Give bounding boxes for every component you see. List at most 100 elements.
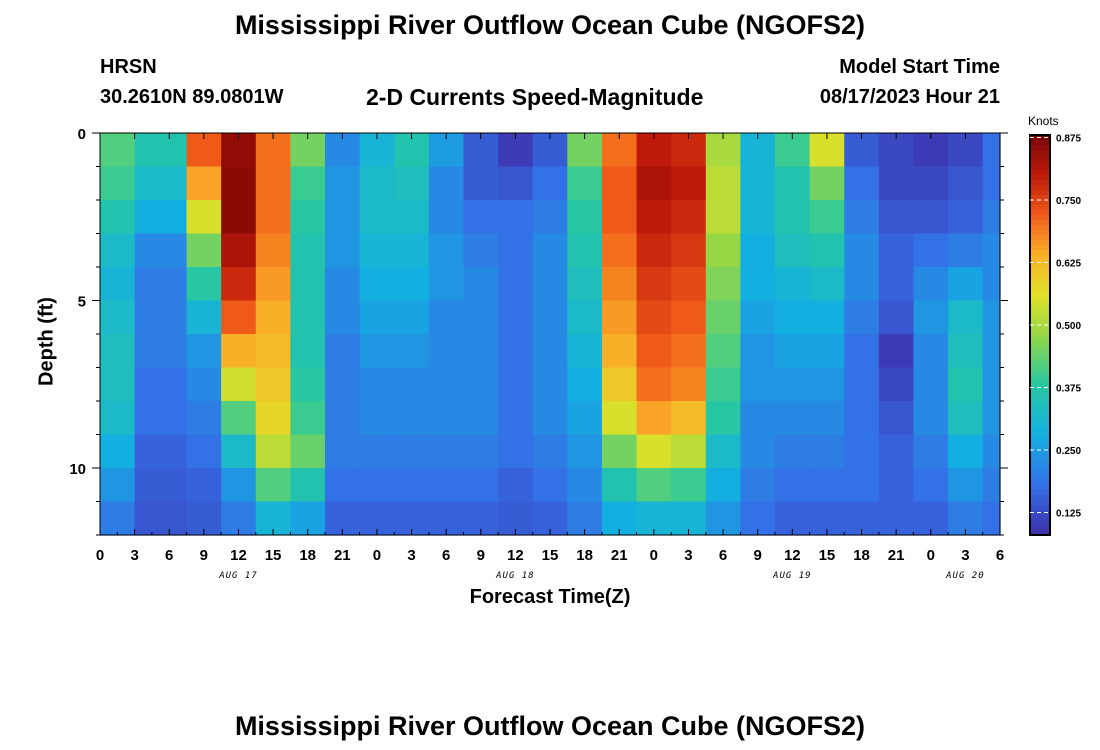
heatmap-cell xyxy=(428,267,465,302)
colorbar-swatch xyxy=(1030,310,1050,316)
heatmap-cell xyxy=(913,434,949,469)
heatmap-cell xyxy=(740,300,776,335)
heatmap-cell xyxy=(134,334,188,369)
heatmap-cell xyxy=(532,468,568,503)
heatmap-cell xyxy=(567,166,603,201)
heatmap-cell xyxy=(809,300,845,335)
x-tick-label: 0 xyxy=(650,547,658,564)
colorbar-swatch xyxy=(1030,315,1050,321)
heatmap-cell xyxy=(809,468,845,503)
heatmap-cell xyxy=(671,300,707,335)
heatmap-cell xyxy=(636,300,672,335)
colorbar-swatch xyxy=(1030,455,1050,461)
heatmap-cell xyxy=(740,200,776,235)
x-tick-label: 21 xyxy=(888,547,905,564)
heatmap-cell xyxy=(428,233,465,268)
heatmap-cell xyxy=(325,267,361,302)
heatmap-cell xyxy=(221,267,257,302)
heatmap-cell xyxy=(463,468,499,503)
heatmap-cell xyxy=(498,233,534,268)
heatmap-cell xyxy=(394,401,430,436)
heatmap-cell xyxy=(878,267,915,302)
colorbar-tick-label: 0.375 xyxy=(1056,384,1081,395)
heatmap-cell xyxy=(255,468,291,503)
heatmap-cell xyxy=(186,166,222,201)
heatmap-cell xyxy=(100,434,136,469)
heatmap-cell xyxy=(844,200,880,235)
heatmap-cell xyxy=(428,434,465,469)
colorbar-swatch xyxy=(1030,250,1050,256)
heatmap-cell xyxy=(636,334,672,369)
x-tick-label: 3 xyxy=(961,547,969,564)
heatmap-cell xyxy=(844,233,880,268)
heatmap-cell xyxy=(948,367,984,402)
heatmap-cell xyxy=(948,334,984,369)
heatmap-cell xyxy=(740,367,776,402)
colorbar-swatch xyxy=(1030,405,1050,411)
heatmap-cell xyxy=(567,334,603,369)
colorbar-swatch xyxy=(1030,345,1050,351)
colorbar-swatch xyxy=(1030,360,1050,366)
heatmap-cell xyxy=(740,334,776,369)
heatmap-cell xyxy=(809,434,845,469)
x-axis: 0 3 6 9 12 15 18 21 0 3 6 9 12 15 18 21 0 3 6 9 12 15 18 21 0 3 6 A… xyxy=(96,133,1004,581)
heatmap-cell xyxy=(100,367,136,402)
heatmap-cell xyxy=(532,434,568,469)
heatmap-cell xyxy=(359,300,395,335)
heatmap-cell xyxy=(844,434,880,469)
heatmap-cell xyxy=(740,233,776,268)
heatmap-cell xyxy=(878,367,915,402)
colorbar-swatch xyxy=(1030,160,1050,166)
colorbar-swatch xyxy=(1030,155,1050,161)
x-tick-label: 9 xyxy=(200,547,208,564)
x-tick-label: 15 xyxy=(819,547,836,564)
heatmap-cell xyxy=(255,166,291,201)
colorbar-swatch xyxy=(1030,230,1050,236)
heatmap-cell xyxy=(532,233,568,268)
heatmap-cell xyxy=(982,267,1001,302)
footer-title: Mississippi River Outflow Ocean Cube (NG… xyxy=(234,711,866,741)
x-tick-label: 9 xyxy=(477,547,485,564)
colorbar-swatch xyxy=(1030,460,1050,466)
heatmap-cell xyxy=(100,300,136,335)
heatmap-cell xyxy=(359,334,395,369)
heatmap-cell xyxy=(567,200,603,235)
heatmap-cell xyxy=(359,367,395,402)
heatmap-cell xyxy=(463,300,499,335)
x-tick-label: 21 xyxy=(611,547,628,564)
heatmap-cell xyxy=(671,401,707,436)
heatmap-cell xyxy=(775,434,811,469)
heatmap-cell xyxy=(601,267,638,302)
heatmap-cell xyxy=(809,267,845,302)
heatmap-cell xyxy=(705,401,741,436)
colorbar-swatch xyxy=(1030,350,1050,356)
x-day-label: AUG 20 xyxy=(945,571,985,581)
colorbar-swatch xyxy=(1030,145,1050,151)
heatmap-cell xyxy=(982,434,1001,469)
heatmap-cell xyxy=(948,166,984,201)
heatmap-cell xyxy=(878,401,915,436)
y-tick-label: 0 xyxy=(78,126,86,143)
heatmap-cell xyxy=(532,334,568,369)
x-tick-label: 12 xyxy=(230,547,247,564)
heatmap-cell xyxy=(325,434,361,469)
heatmap-cell xyxy=(601,300,638,335)
heatmap-cell xyxy=(134,233,188,268)
heatmap-cell xyxy=(463,200,499,235)
heatmap-cell xyxy=(567,300,603,335)
heatmap-cell xyxy=(913,200,949,235)
heatmap-cell xyxy=(463,166,499,201)
heatmap-cell xyxy=(134,200,188,235)
colorbar-swatch xyxy=(1030,225,1050,231)
colorbar-swatch xyxy=(1030,180,1050,186)
heatmap-cell xyxy=(325,401,361,436)
x-tick-label: 0 xyxy=(373,547,381,564)
colorbar-swatch xyxy=(1030,480,1050,486)
heatmap-cell xyxy=(982,367,1001,402)
station-coords: 30.2610N 89.0801W xyxy=(100,86,284,108)
colorbar-tick-label: 0.125 xyxy=(1056,509,1081,520)
x-tick-label: 12 xyxy=(784,547,801,564)
colorbar-swatch xyxy=(1030,235,1050,241)
colorbar-swatch xyxy=(1030,440,1050,446)
